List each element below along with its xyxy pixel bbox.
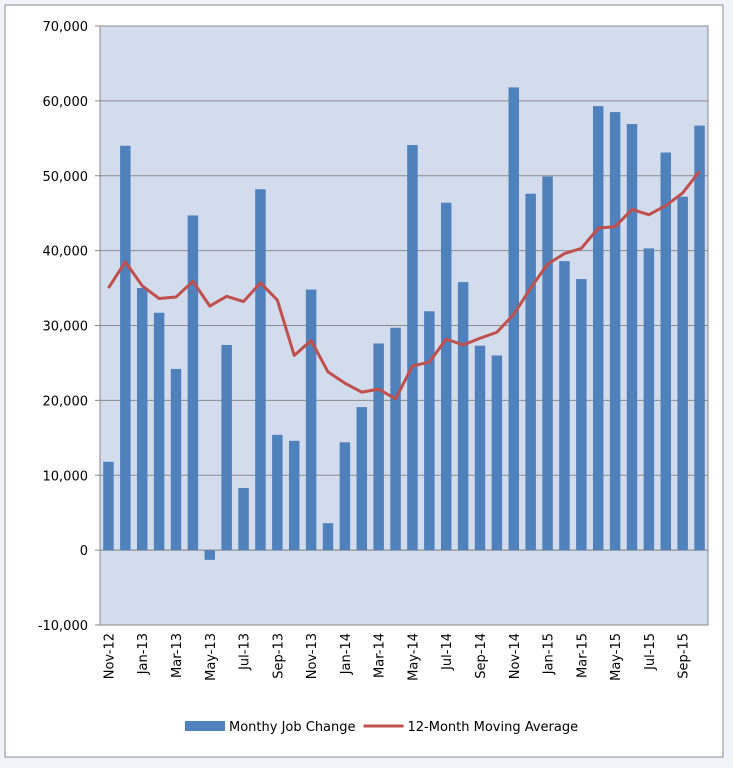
bar xyxy=(592,106,604,551)
bar xyxy=(390,327,401,551)
bar xyxy=(660,152,672,551)
bar xyxy=(474,345,486,551)
x-tick-label: Jan-13 xyxy=(136,633,151,675)
legend-label: Monthy Job Change xyxy=(229,720,356,735)
x-tick-label: Mar-13 xyxy=(170,633,185,678)
bar xyxy=(643,248,655,551)
x-tick-label: Sep-13 xyxy=(271,633,286,679)
bar xyxy=(322,523,334,551)
legend-swatch xyxy=(185,721,225,731)
bar xyxy=(542,176,553,551)
bar xyxy=(677,196,688,551)
x-tick-label: Jul-15 xyxy=(643,633,658,671)
x-tick-label: May-13 xyxy=(204,633,219,681)
bar xyxy=(153,312,165,551)
bar xyxy=(424,311,435,551)
bar xyxy=(103,461,114,551)
y-tick-label: 70,000 xyxy=(43,20,89,35)
bar xyxy=(120,145,131,551)
x-tick-label: Jul-14 xyxy=(440,633,455,671)
y-tick-label: 10,000 xyxy=(43,469,89,484)
x-tick-label: Jan-14 xyxy=(339,633,354,675)
y-tick-label: 0 xyxy=(80,544,88,559)
bar xyxy=(491,355,503,551)
x-tick-label: May-15 xyxy=(609,633,624,681)
bar xyxy=(609,112,621,551)
bar xyxy=(255,189,266,551)
bar xyxy=(221,344,232,551)
bar xyxy=(559,261,570,551)
bar xyxy=(576,279,587,551)
bar xyxy=(339,442,351,551)
x-tick-label: Nov-14 xyxy=(508,633,523,679)
y-tick-label: 20,000 xyxy=(43,394,89,409)
bar xyxy=(170,368,182,551)
x-tick-label: Jan-15 xyxy=(542,633,557,675)
y-tick-label: 40,000 xyxy=(43,245,89,260)
x-tick-label: Mar-14 xyxy=(373,633,388,678)
bar xyxy=(272,434,283,551)
bar xyxy=(440,202,452,551)
bar xyxy=(525,193,536,551)
x-tick-label: Jul-13 xyxy=(238,633,253,671)
bar xyxy=(204,550,216,560)
bar xyxy=(356,407,368,551)
bar xyxy=(288,440,300,551)
bar xyxy=(694,125,705,551)
x-tick-label: Sep-14 xyxy=(474,633,489,679)
bar xyxy=(187,215,199,551)
legend-label: 12-Month Moving Average xyxy=(408,720,579,735)
y-tick-label: 30,000 xyxy=(43,320,89,335)
bar xyxy=(407,145,418,551)
x-tick-label: May-14 xyxy=(406,633,421,681)
y-tick-label: 60,000 xyxy=(43,95,89,110)
x-tick-label: Nov-12 xyxy=(102,633,117,679)
bar xyxy=(238,487,249,551)
y-tick-label: -10,000 xyxy=(38,619,88,634)
bar xyxy=(305,289,317,551)
bar xyxy=(373,343,384,551)
x-tick-label: Nov-13 xyxy=(305,633,320,679)
x-tick-label: Sep-15 xyxy=(677,633,692,679)
bar xyxy=(136,288,148,551)
bar xyxy=(457,282,469,551)
bar xyxy=(626,124,638,551)
line xyxy=(107,170,701,401)
bar xyxy=(508,87,520,551)
x-tick-label: Mar-15 xyxy=(575,633,590,678)
y-tick-label: 50,000 xyxy=(43,170,89,185)
